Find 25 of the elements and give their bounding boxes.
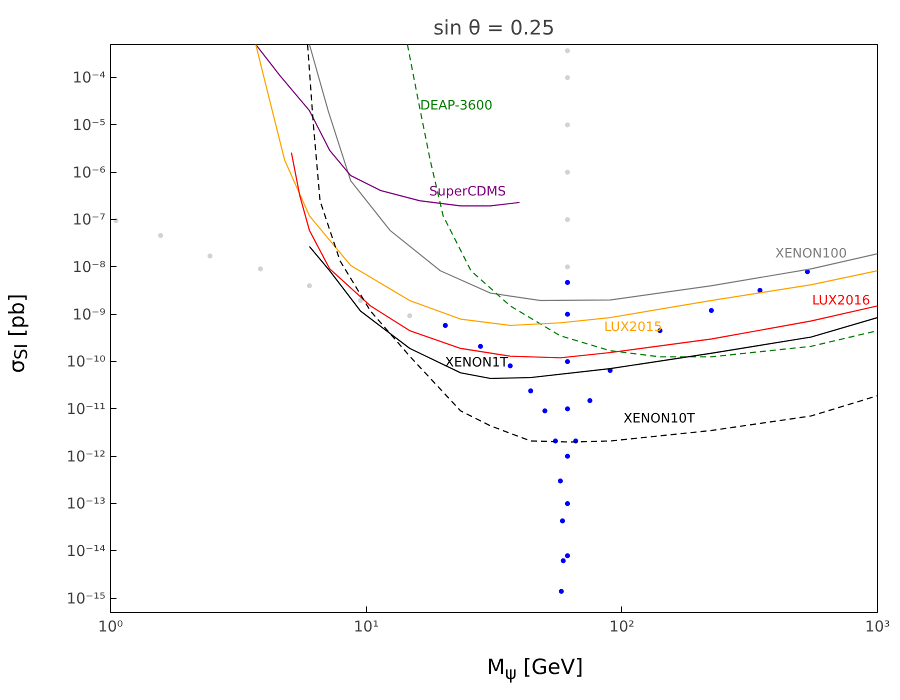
y-tick-label: 10⁻⁴ <box>72 68 106 87</box>
y-tick-label: 10⁻⁵ <box>72 116 106 134</box>
x-tick-label: 10² <box>609 618 634 636</box>
y-tick-label: 10⁻¹³ <box>66 494 106 513</box>
x-tick-label: 10³ <box>864 618 890 636</box>
series-label: SuperCDMS <box>429 184 506 200</box>
y-tick-label: 10⁻¹⁰ <box>66 352 106 371</box>
y-tick-label: 10⁻⁷ <box>72 210 106 229</box>
x-axis-title: M$_{ψ}$ [GeV] <box>486 655 584 684</box>
series-label: XENON100 <box>775 246 847 262</box>
x-tick-label: 10¹ <box>354 618 379 636</box>
series-label: XENON1T <box>445 355 508 370</box>
chart-title: sin θ = 0.25 <box>433 16 555 40</box>
y-tick-label: 10⁻¹⁴ <box>66 542 106 560</box>
series-label: LUX2015 <box>604 320 662 336</box>
series-label: DEAP-3600 <box>420 98 493 114</box>
y-tick-label: 10⁻⁸ <box>72 258 106 276</box>
y-tick-label: 10⁻⁹ <box>72 305 106 324</box>
x-tick-label: 10⁰ <box>98 618 124 636</box>
series-label: XENON10T <box>623 412 695 426</box>
y-tick-label: 10⁻¹⁵ <box>66 589 106 608</box>
series-label: LUX2016 <box>812 294 870 309</box>
y-tick-label: 10⁻¹² <box>66 447 106 466</box>
y-tick-label: 10⁻⁶ <box>72 163 106 182</box>
y-tick-label: 10⁻¹¹ <box>66 400 106 418</box>
